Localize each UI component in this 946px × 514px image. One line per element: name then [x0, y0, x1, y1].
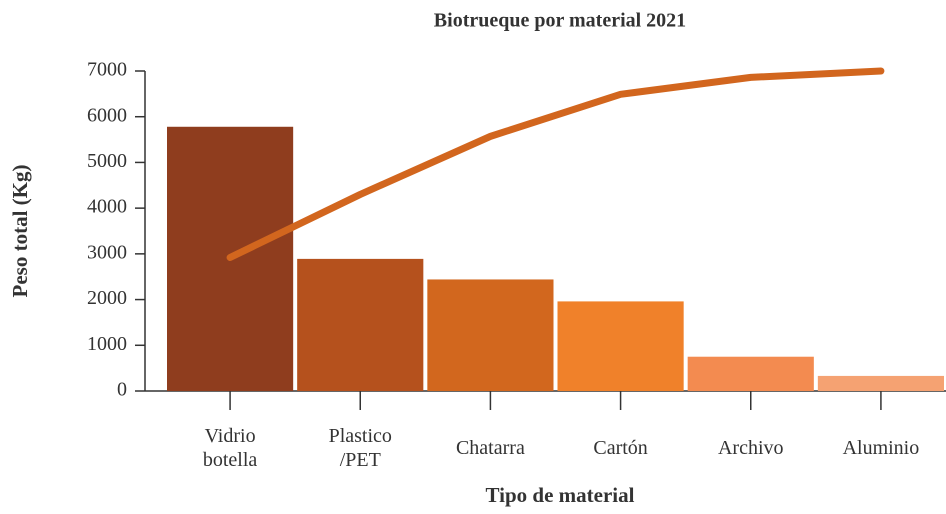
y-tick-label: 3000 — [87, 241, 127, 263]
x-axis-label: Tipo de material — [486, 483, 635, 507]
y-tick-label: 0 — [117, 379, 127, 401]
y-tick-label: 4000 — [87, 196, 127, 218]
x-tick-label: Plastico /PET — [328, 425, 392, 471]
y-tick-label: 5000 — [87, 150, 127, 172]
y-tick-label: 1000 — [87, 333, 127, 355]
x-tick-label: Cartón — [593, 437, 648, 459]
bar — [297, 258, 424, 391]
bar — [427, 279, 554, 391]
y-tick-label: 7000 — [87, 59, 127, 81]
x-tick-label: Aluminio — [842, 437, 920, 459]
x-tick-label: Chatarra — [455, 437, 525, 459]
bar — [687, 356, 814, 391]
bar — [817, 375, 944, 391]
x-tick-label: Vidrio botella — [202, 425, 258, 471]
y-axis-label: Peso total (Kg) — [8, 165, 32, 298]
y-tick-label: 6000 — [87, 104, 127, 126]
line — [226, 67, 885, 262]
x-tick-label: Archivo — [717, 437, 784, 459]
bar — [557, 301, 684, 391]
chart-title: Biotrueque por material 2021 — [434, 10, 686, 32]
y-tick-label: 2000 — [87, 287, 127, 309]
